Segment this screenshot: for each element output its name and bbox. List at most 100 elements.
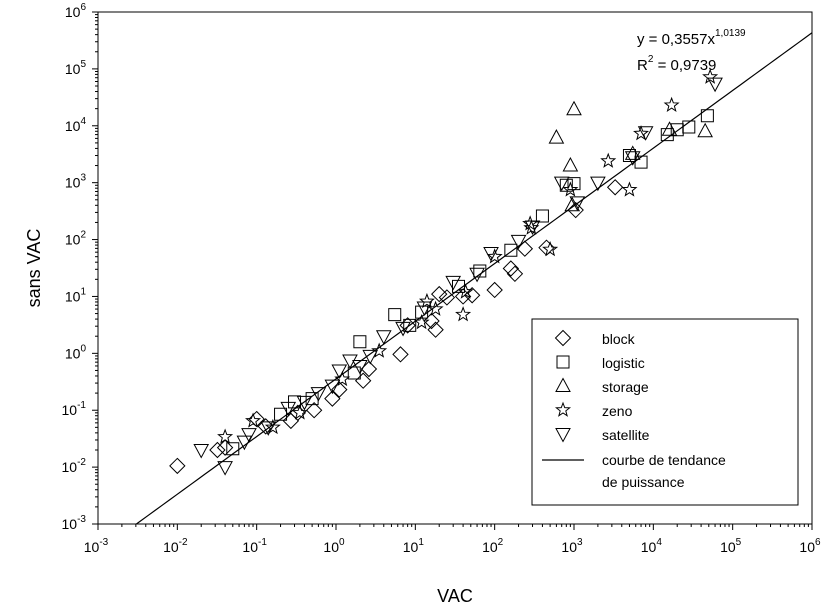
zeno-point	[427, 300, 444, 316]
satellite-point	[193, 443, 210, 459]
logistic-point	[504, 243, 518, 257]
block-point	[567, 201, 584, 219]
block-point	[431, 285, 448, 303]
logistic-point	[660, 128, 674, 142]
storage-point	[564, 196, 581, 212]
block-point	[305, 402, 323, 419]
legend-box	[531, 318, 799, 506]
satellite-point	[483, 247, 499, 262]
logistic-point	[226, 442, 240, 456]
zeno-point	[702, 68, 719, 84]
equation-line1: y = 0,3557x1,0139	[637, 28, 746, 48]
zeno-point	[663, 96, 680, 113]
plot-frame	[97, 11, 813, 525]
block-point	[257, 418, 274, 435]
satellite-point	[342, 354, 358, 369]
y-tick-label: 102	[65, 230, 87, 248]
storage-point	[624, 145, 641, 160]
logistic-point	[567, 177, 581, 191]
legend-label-block: block	[602, 331, 636, 347]
satellite-point	[510, 234, 527, 250]
logistic-point	[403, 318, 417, 332]
legend-label-satellite: satellite	[602, 427, 650, 443]
satellite-point	[260, 421, 277, 436]
data-points	[169, 68, 723, 476]
satellite-point	[280, 401, 297, 417]
zeno-point	[217, 428, 234, 444]
logistic-point	[682, 120, 696, 134]
block-point	[209, 441, 226, 459]
legend-label-trend-2: de puissance	[602, 474, 685, 490]
zeno-point	[371, 342, 388, 358]
satellite-point	[524, 220, 541, 236]
y-tick-label: 100	[65, 343, 87, 361]
zeno-point	[455, 306, 472, 322]
zeno-point	[542, 241, 559, 257]
zeno-point	[621, 181, 638, 197]
x-tick-label: 100	[323, 537, 345, 555]
zeno-point	[334, 370, 351, 387]
legend-marker-logistic	[556, 355, 570, 369]
satellite-point	[707, 77, 723, 93]
zeno-point	[418, 292, 435, 309]
satellite-point	[352, 359, 368, 375]
y-axis-title: sans VAC	[24, 229, 44, 308]
x-tick-label: 10-2	[163, 537, 188, 555]
zeno-point	[457, 283, 474, 299]
block-point	[169, 457, 186, 475]
satellite-point	[241, 428, 257, 443]
satellite-point	[236, 435, 253, 451]
y-tick-label: 104	[65, 116, 87, 134]
block-point	[454, 288, 472, 305]
satellite-point	[296, 395, 313, 411]
satellite-point	[375, 330, 392, 345]
block-point	[606, 179, 624, 196]
zeno-point	[413, 313, 430, 330]
block-point	[392, 346, 409, 363]
storage-point	[562, 156, 579, 172]
satellite-point	[469, 267, 485, 283]
satellite-point	[331, 364, 348, 380]
block-point	[427, 321, 444, 338]
satellite-point	[362, 349, 379, 365]
block-point	[506, 265, 524, 283]
legend-markers	[554, 329, 572, 443]
x-tick-label: 102	[482, 537, 504, 555]
x-tick-label: 101	[403, 537, 425, 555]
block-point	[438, 289, 456, 306]
block-point	[486, 281, 503, 299]
x-tick-label: 10-1	[242, 537, 267, 555]
zeno-point	[600, 152, 617, 168]
y-tick-label: 101	[65, 286, 87, 304]
zeno-point	[291, 404, 308, 420]
legend: block logistic storage zeno satellite co…	[531, 318, 799, 506]
block-point	[354, 372, 372, 389]
x-tick-label: 106	[799, 537, 821, 555]
zeno-point	[522, 215, 539, 231]
storage-point	[697, 122, 713, 138]
logistic-point	[353, 335, 367, 349]
equation-line2: R2 = 0,9739	[637, 54, 716, 74]
x-tick-label: 10-3	[84, 537, 109, 555]
legend-marker-satellite	[555, 428, 571, 443]
storage-point	[661, 121, 678, 136]
satellite-point	[324, 379, 341, 395]
trend-equation: y = 0,3557x1,0139 R2 = 0,9739	[637, 28, 746, 74]
block-point	[516, 240, 534, 257]
x-tick-label: 105	[720, 537, 742, 555]
legend-marker-storage	[555, 377, 571, 392]
block-point	[463, 287, 481, 304]
block-point	[331, 381, 348, 398]
logistic-point	[473, 264, 487, 278]
legend-marker-block	[554, 329, 572, 347]
block-point	[502, 260, 520, 277]
satellite-point	[445, 275, 462, 291]
satellite-point	[217, 461, 233, 476]
y-tick-label: 105	[65, 59, 87, 77]
legend-marker-zeno	[554, 401, 572, 417]
legend-label-trend-1: courbe de tendance	[602, 452, 726, 468]
logistic-point	[274, 407, 288, 421]
y-tick-label: 103	[65, 173, 87, 191]
satellite-point	[310, 387, 327, 402]
